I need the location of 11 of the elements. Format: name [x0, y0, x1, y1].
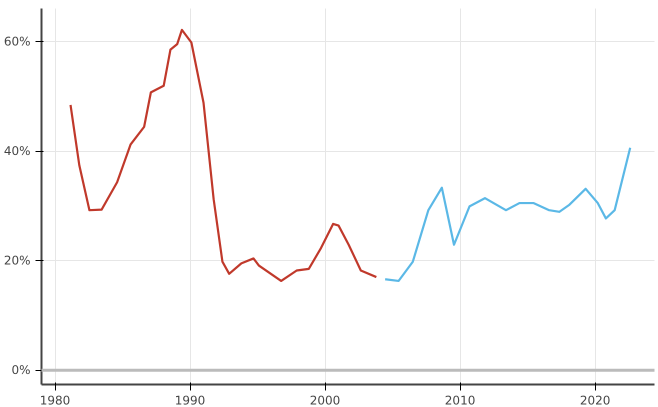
y-tick-label: 20%: [4, 254, 30, 268]
line-series: [384, 146, 632, 282]
x-tick-label: 1990: [174, 394, 206, 407]
x-tick-label: 2000: [310, 394, 340, 407]
x-tick-label: 1980: [40, 394, 70, 407]
y-tick-label: 40%: [4, 144, 30, 158]
y-tick-label: 60%: [4, 34, 30, 48]
x-tick-label: 2020: [580, 394, 610, 407]
line-series: [69, 28, 378, 282]
y-tick-label: 0%: [11, 363, 31, 378]
x-tick-label: 2010: [444, 394, 476, 407]
